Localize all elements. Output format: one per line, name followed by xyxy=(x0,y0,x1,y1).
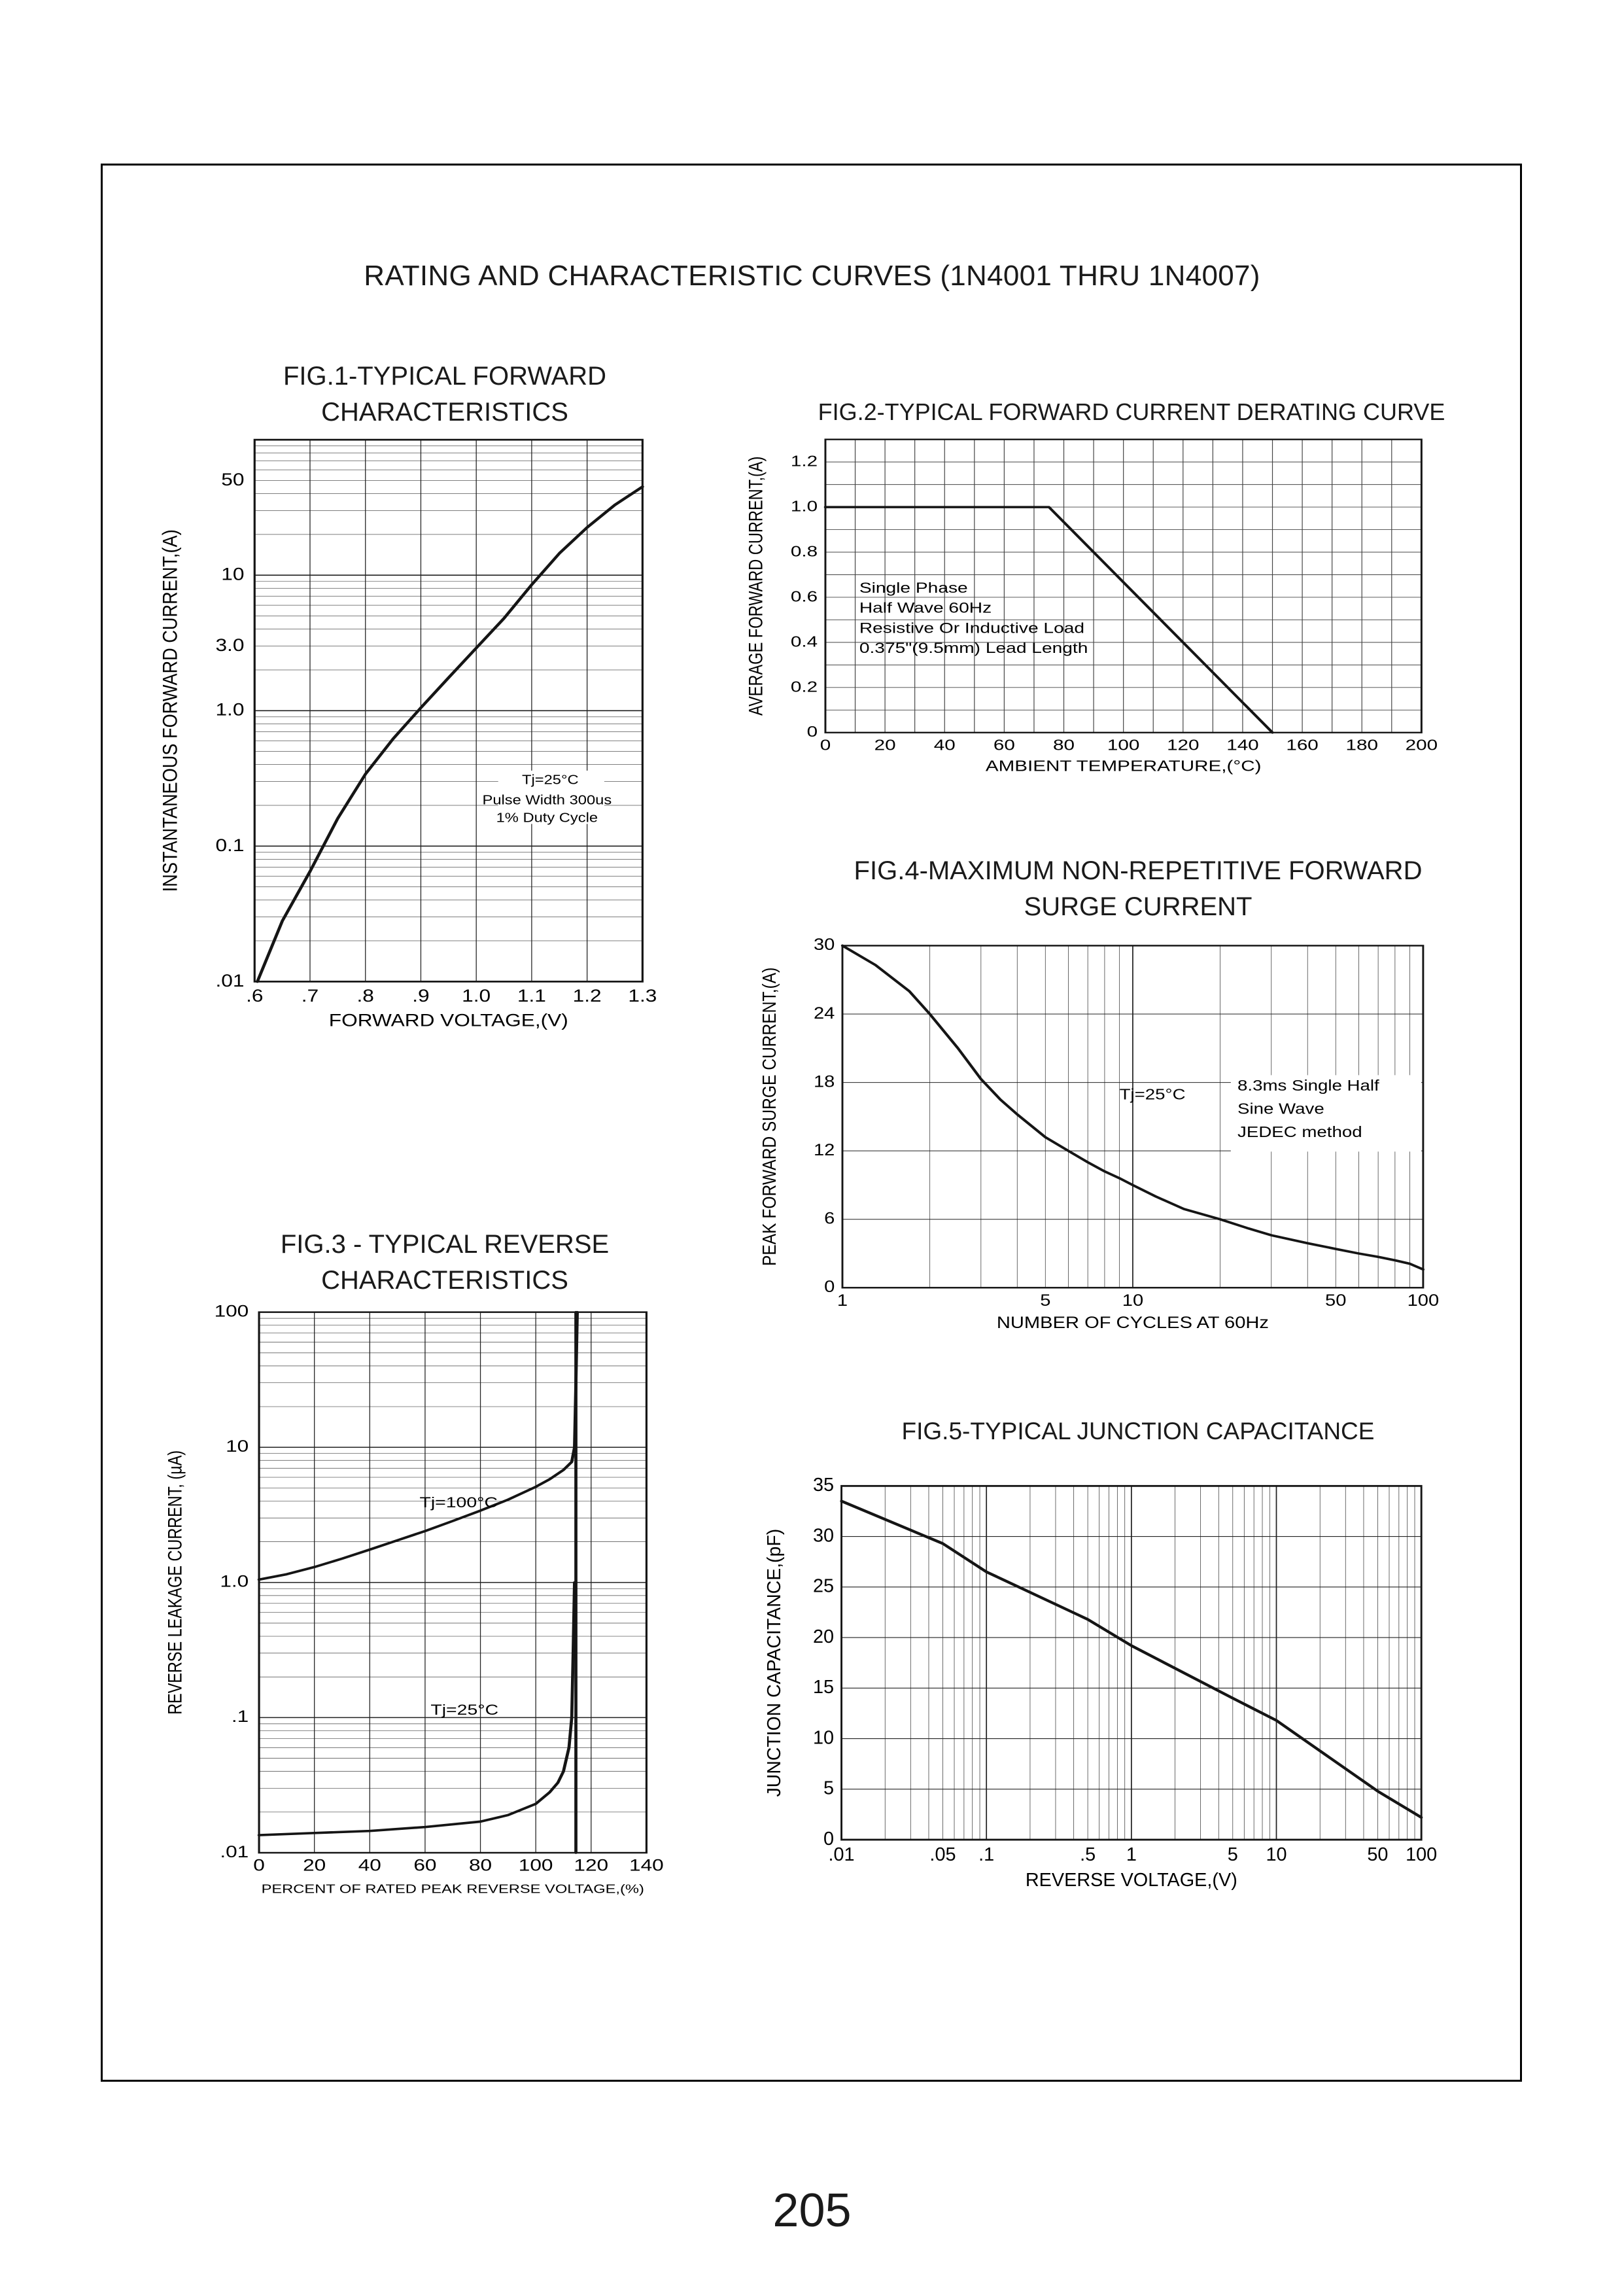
svg-text:PERCENT OF RATED PEAK REVERSE: PERCENT OF RATED PEAK REVERSE VOLTAGE,(%… xyxy=(262,1882,644,1896)
svg-text:6: 6 xyxy=(824,1210,835,1227)
svg-text:200: 200 xyxy=(1406,736,1438,753)
svg-text:20: 20 xyxy=(874,736,896,753)
svg-text:20: 20 xyxy=(813,1626,834,1647)
svg-text:8.3ms Single Half: 8.3ms Single Half xyxy=(1237,1077,1380,1095)
svg-text:40: 40 xyxy=(934,736,956,753)
svg-text:120: 120 xyxy=(1167,736,1199,753)
svg-text:0.375"(9.5mm) Lead Length: 0.375"(9.5mm) Lead Length xyxy=(859,640,1088,657)
svg-text:0.4: 0.4 xyxy=(791,633,818,650)
svg-text:30: 30 xyxy=(814,936,835,953)
svg-text:25: 25 xyxy=(813,1576,834,1597)
svg-text:100: 100 xyxy=(1406,1844,1437,1865)
svg-text:.01: .01 xyxy=(829,1844,855,1865)
svg-text:40: 40 xyxy=(358,1857,381,1875)
svg-text:JUNCTION CAPACITANCE,(pF): JUNCTION CAPACITANCE,(pF) xyxy=(764,1529,785,1797)
svg-text:0.6: 0.6 xyxy=(791,587,818,604)
svg-text:0: 0 xyxy=(824,1278,835,1295)
svg-text:Resistive Or Inductive Load: Resistive Or Inductive Load xyxy=(859,620,1084,637)
svg-text:.8: .8 xyxy=(357,986,374,1006)
svg-text:0: 0 xyxy=(253,1857,265,1875)
svg-text:18: 18 xyxy=(814,1072,835,1090)
svg-text:1.1: 1.1 xyxy=(517,986,546,1006)
svg-text:50: 50 xyxy=(1325,1291,1346,1309)
svg-text:0.1: 0.1 xyxy=(215,835,244,855)
svg-text:REVERSE LEAKAGE CURRENT, (µA): REVERSE LEAKAGE CURRENT, (µA) xyxy=(164,1450,186,1715)
svg-text:100: 100 xyxy=(1107,736,1139,753)
svg-text:35: 35 xyxy=(813,1475,834,1496)
svg-text:0.2: 0.2 xyxy=(791,678,818,695)
svg-text:Tj=25°C: Tj=25°C xyxy=(522,772,579,787)
svg-text:0: 0 xyxy=(820,736,831,753)
svg-text:100: 100 xyxy=(215,1303,249,1321)
svg-text:30: 30 xyxy=(813,1526,834,1547)
svg-text:JEDEC method: JEDEC method xyxy=(1237,1124,1362,1141)
svg-text:1.0: 1.0 xyxy=(791,497,818,514)
svg-text:REVERSE VOLTAGE,(V): REVERSE VOLTAGE,(V) xyxy=(1026,1870,1237,1891)
svg-text:PEAK FORWARD SURGE CURRENT,(A): PEAK FORWARD SURGE CURRENT,(A) xyxy=(759,968,780,1266)
svg-text:10: 10 xyxy=(226,1437,249,1456)
svg-text:.9: .9 xyxy=(412,986,429,1006)
svg-text:AMBIENT TEMPERATURE,(°C): AMBIENT TEMPERATURE,(°C) xyxy=(986,758,1262,775)
svg-text:.5: .5 xyxy=(1080,1844,1096,1865)
svg-text:1: 1 xyxy=(837,1291,848,1309)
svg-text:1.2: 1.2 xyxy=(791,453,818,470)
svg-text:Pulse Width 300us: Pulse Width 300us xyxy=(483,792,612,807)
svg-text:Tj=25°C: Tj=25°C xyxy=(1120,1087,1186,1104)
svg-text:5: 5 xyxy=(823,1778,834,1799)
svg-text:50: 50 xyxy=(1367,1844,1388,1865)
svg-text:100: 100 xyxy=(1408,1291,1440,1309)
svg-text:.1: .1 xyxy=(232,1708,249,1726)
svg-text:10: 10 xyxy=(1122,1291,1143,1309)
svg-text:12: 12 xyxy=(814,1141,835,1159)
svg-text:5: 5 xyxy=(1228,1844,1238,1865)
svg-text:60: 60 xyxy=(993,736,1015,753)
svg-text:Half Wave 60Hz: Half Wave 60Hz xyxy=(859,600,992,616)
svg-text:80: 80 xyxy=(1053,736,1075,753)
svg-text:160: 160 xyxy=(1286,736,1318,753)
svg-text:5: 5 xyxy=(1040,1291,1050,1309)
svg-text:180: 180 xyxy=(1346,736,1378,753)
svg-text:100: 100 xyxy=(519,1857,553,1875)
svg-text:1.0: 1.0 xyxy=(462,986,491,1006)
svg-text:1.0: 1.0 xyxy=(215,700,244,720)
svg-text:1.2: 1.2 xyxy=(573,986,602,1006)
svg-text:60: 60 xyxy=(413,1857,436,1875)
svg-text:.7: .7 xyxy=(302,986,319,1006)
svg-text:140: 140 xyxy=(1226,736,1258,753)
svg-text:80: 80 xyxy=(469,1857,492,1875)
svg-text:FORWARD VOLTAGE,(V): FORWARD VOLTAGE,(V) xyxy=(329,1010,568,1030)
svg-text:20: 20 xyxy=(303,1857,326,1875)
svg-text:0.8: 0.8 xyxy=(791,542,818,559)
svg-text:50: 50 xyxy=(221,470,244,489)
svg-text:3.0: 3.0 xyxy=(215,635,244,655)
svg-text:140: 140 xyxy=(629,1857,664,1875)
svg-text:1: 1 xyxy=(1126,1844,1137,1865)
svg-text:.6: .6 xyxy=(246,986,263,1006)
svg-text:Tj=100°C: Tj=100°C xyxy=(419,1495,498,1511)
svg-text:0: 0 xyxy=(807,723,818,740)
svg-text:.01: .01 xyxy=(215,971,244,990)
svg-text:10: 10 xyxy=(221,565,244,584)
svg-text:1.0: 1.0 xyxy=(220,1573,249,1591)
svg-text:INSTANTANEOUS FORWARD CURRENT,: INSTANTANEOUS FORWARD CURRENT,(A) xyxy=(159,529,182,892)
svg-text:Single Phase: Single Phase xyxy=(859,580,968,597)
svg-text:10: 10 xyxy=(1266,1844,1287,1865)
svg-text:1% Duty Cycle: 1% Duty Cycle xyxy=(496,810,598,825)
svg-text:120: 120 xyxy=(574,1857,608,1875)
svg-text:10: 10 xyxy=(813,1728,834,1749)
svg-text:.01: .01 xyxy=(220,1843,249,1861)
svg-text:Tj=25°C: Tj=25°C xyxy=(430,1702,498,1718)
svg-text:NUMBER OF CYCLES AT 60Hz: NUMBER OF CYCLES AT 60Hz xyxy=(997,1314,1269,1331)
svg-text:.1: .1 xyxy=(978,1844,994,1865)
svg-text:.05: .05 xyxy=(929,1844,956,1865)
svg-text:24: 24 xyxy=(814,1004,835,1022)
svg-text:Sine Wave: Sine Wave xyxy=(1237,1100,1324,1117)
svg-text:1.3: 1.3 xyxy=(628,986,657,1006)
svg-text:AVERAGE FORWARD CURRENT,(A): AVERAGE FORWARD CURRENT,(A) xyxy=(745,457,767,716)
svg-text:15: 15 xyxy=(813,1677,834,1698)
